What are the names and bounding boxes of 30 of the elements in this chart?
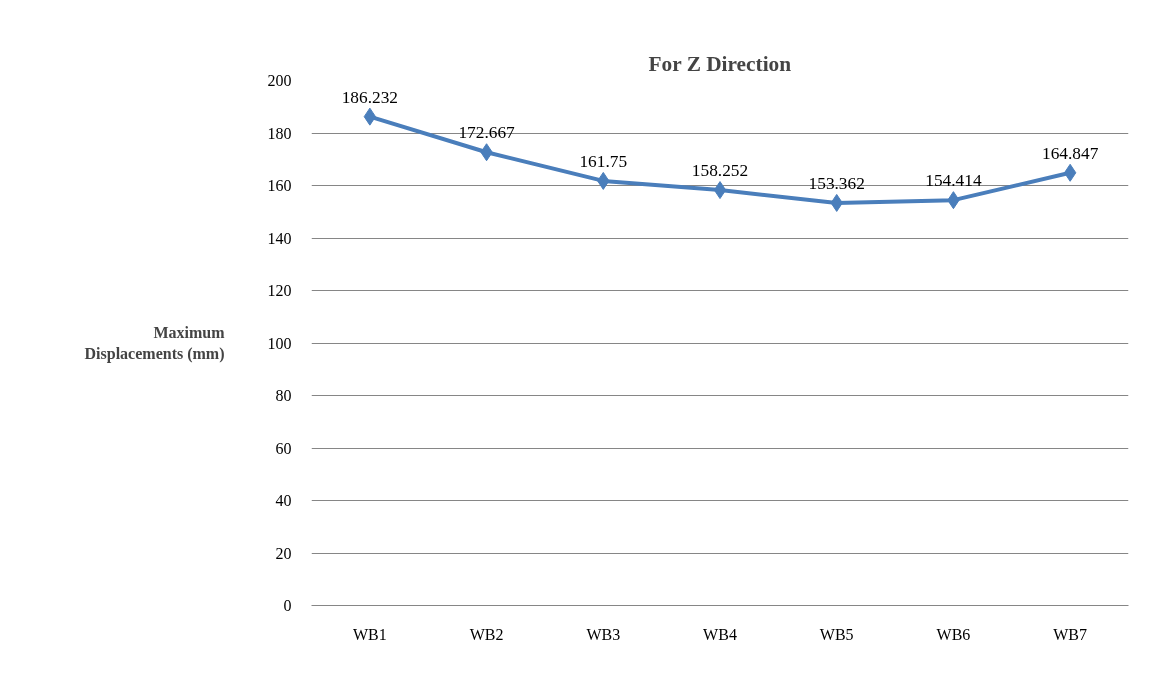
y-tick-label: 160 — [267, 177, 292, 194]
y-tick-label: 180 — [267, 124, 292, 142]
data-label: 172.667 — [458, 123, 516, 143]
y-tick-label: 100 — [267, 334, 292, 352]
x-tick-label: WB4 — [703, 625, 737, 643]
y-tick-label: 120 — [267, 282, 292, 299]
point — [1063, 163, 1077, 182]
data-label: 161.75 — [579, 151, 628, 171]
data-label: 158.252 — [691, 161, 749, 181]
y-tick-label: 40 — [275, 492, 292, 509]
x-tick-label: WB2 — [469, 625, 504, 643]
y-tick-label: 0 — [283, 597, 292, 614]
x-tick-label: WB6 — [936, 625, 971, 643]
y-tick-label: 200 — [267, 72, 292, 89]
y-tick-label: 20 — [275, 544, 292, 562]
data-label: 153.362 — [808, 173, 865, 193]
data-label: 186.232 — [341, 87, 399, 107]
x-tick-label: WB1 — [352, 625, 387, 643]
x-tick-label: WB5 — [819, 625, 854, 643]
point — [713, 181, 727, 200]
y-tick-label: 140 — [267, 229, 292, 247]
y-tick-label: 80 — [275, 387, 292, 404]
chart-title: For Z Direction — [648, 51, 792, 76]
data-label: 154.414 — [925, 171, 982, 191]
x-tick-label: WB7 — [1053, 625, 1088, 643]
y-tick-label: 60 — [275, 439, 292, 457]
y-axis-title: Maximum Displacements (mm) — [84, 324, 226, 363]
x-tick-label: WB3 — [586, 625, 621, 643]
point — [363, 107, 377, 126]
data-label: 164.847 — [1041, 143, 1099, 163]
